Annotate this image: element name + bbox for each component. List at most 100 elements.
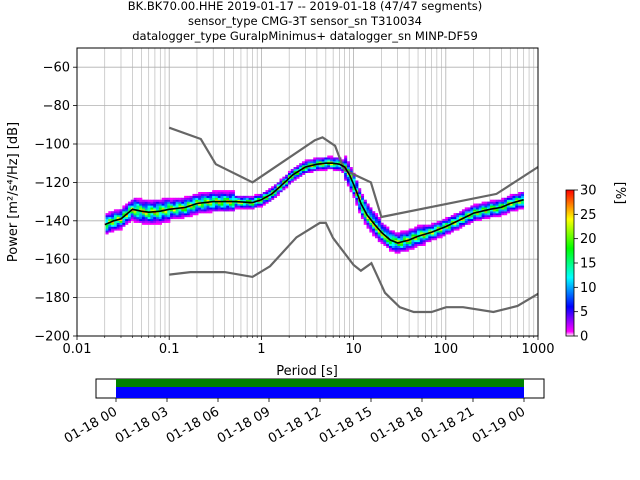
heatmap-bin	[304, 161, 308, 164]
heatmap-bin	[436, 220, 440, 223]
heatmap-bin	[144, 222, 148, 225]
heatmap-bin	[498, 205, 502, 208]
heatmap-bin	[153, 215, 157, 218]
heatmap-bin	[439, 226, 443, 229]
heatmap-bin	[276, 182, 280, 185]
heatmap-bin	[363, 201, 367, 204]
heatmap-bin	[113, 211, 118, 214]
heatmap-bin	[501, 199, 505, 202]
heatmap-bin	[200, 199, 205, 202]
heatmap-bin	[271, 188, 275, 191]
heatmap-bin	[287, 180, 292, 183]
heatmap-bin	[461, 213, 466, 216]
heatmap-bin	[419, 236, 423, 239]
heatmap-bin	[445, 222, 449, 225]
heatmap-bin	[383, 241, 387, 245]
heatmap-bin	[476, 207, 480, 210]
heatmap-bin	[229, 190, 233, 193]
heatmap-bin	[492, 209, 496, 212]
heatmap-bin	[181, 211, 185, 214]
heatmap-bin	[388, 236, 393, 239]
heatmap-bin	[265, 193, 269, 197]
heatmap-bin	[327, 167, 331, 170]
heatmap-bin	[170, 205, 174, 208]
heatmap-bin	[405, 241, 409, 245]
heatmap-bin	[495, 213, 499, 216]
heatmap-bin	[490, 215, 494, 218]
heatmap-bin	[504, 211, 508, 214]
title-line-2: sensor_type CMG-3T sensor_sn T310034	[188, 14, 422, 28]
heatmap-bin	[372, 232, 376, 235]
heatmap-bin	[335, 159, 339, 162]
heatmap-bin	[243, 203, 247, 206]
heatmap-bin	[125, 216, 129, 220]
heatmap-bin	[372, 224, 376, 227]
heatmap-bin	[189, 207, 193, 210]
heatmap-bin	[105, 213, 109, 216]
heatmap-bin	[388, 245, 393, 248]
heatmap-bin	[439, 224, 443, 227]
heatmap-bin	[203, 193, 207, 197]
heatmap-bin	[141, 216, 146, 220]
heatmap-bin	[178, 197, 182, 200]
heatmap-bin	[380, 230, 384, 233]
heatmap-bin	[366, 211, 370, 214]
heatmap-bin	[422, 226, 426, 229]
heatmap-bin	[189, 203, 193, 206]
heatmap-bin	[229, 199, 233, 202]
heatmap-bin	[178, 209, 182, 212]
heatmap-bin	[200, 192, 205, 195]
heatmap-bin	[178, 216, 182, 220]
heatmap-bin	[346, 178, 350, 181]
heatmap-bin	[133, 197, 137, 200]
heatmap-bin	[380, 241, 384, 245]
heatmap-bin	[403, 230, 407, 233]
heatmap-bin	[245, 205, 249, 208]
heatmap-bin	[212, 192, 216, 195]
heatmap-bin	[461, 222, 466, 225]
heatmap-bin	[386, 226, 390, 229]
heatmap-bin	[184, 209, 188, 212]
y-tick-label: −160	[34, 253, 70, 268]
heatmap-bin	[181, 213, 185, 216]
heatmap-bin	[116, 216, 120, 220]
heatmap-bin	[313, 159, 317, 162]
heatmap-bin	[324, 168, 328, 172]
heatmap-bin	[167, 218, 171, 221]
heatmap-bin	[417, 232, 421, 235]
heatmap-bin	[156, 213, 160, 216]
heatmap-bin	[209, 199, 213, 202]
heatmap-bin	[301, 172, 306, 175]
heatmap-bin	[372, 218, 376, 221]
heatmap-bin	[240, 203, 244, 206]
heatmap-bin	[217, 207, 221, 210]
heatmap-bin	[243, 197, 247, 200]
heatmap-bin	[318, 159, 322, 162]
heatmap-bin	[198, 207, 202, 210]
heatmap-bin	[408, 228, 412, 231]
heatmap-bin	[453, 213, 457, 216]
heatmap-bin	[363, 203, 367, 206]
heatmap-bin	[400, 236, 404, 239]
heatmap-bin	[484, 207, 488, 210]
heatmap-bin	[214, 205, 219, 208]
heatmap-bin	[316, 161, 320, 164]
heatmap-bin	[363, 199, 367, 202]
heatmap-bin	[346, 167, 350, 170]
heatmap-bin	[338, 167, 342, 170]
heatmap-bin	[520, 195, 525, 198]
title-line-1: BK.BK70.00.HHE 2019-01-17 -- 2019-01-18 …	[128, 0, 482, 13]
heatmap-bin	[105, 216, 109, 220]
heatmap-bin	[234, 199, 238, 202]
heatmap-bin	[338, 161, 342, 164]
heatmap-bin	[391, 232, 395, 235]
heatmap-bin	[352, 174, 356, 177]
heatmap-bin	[433, 232, 438, 235]
heatmap-bin	[276, 184, 280, 187]
heatmap-bin	[119, 215, 123, 218]
heatmap-bin	[349, 188, 353, 191]
heatmap-bin	[271, 190, 275, 193]
heatmap-bin	[304, 168, 308, 172]
heatmap-bin	[411, 230, 415, 233]
heatmap-bin	[332, 163, 336, 166]
